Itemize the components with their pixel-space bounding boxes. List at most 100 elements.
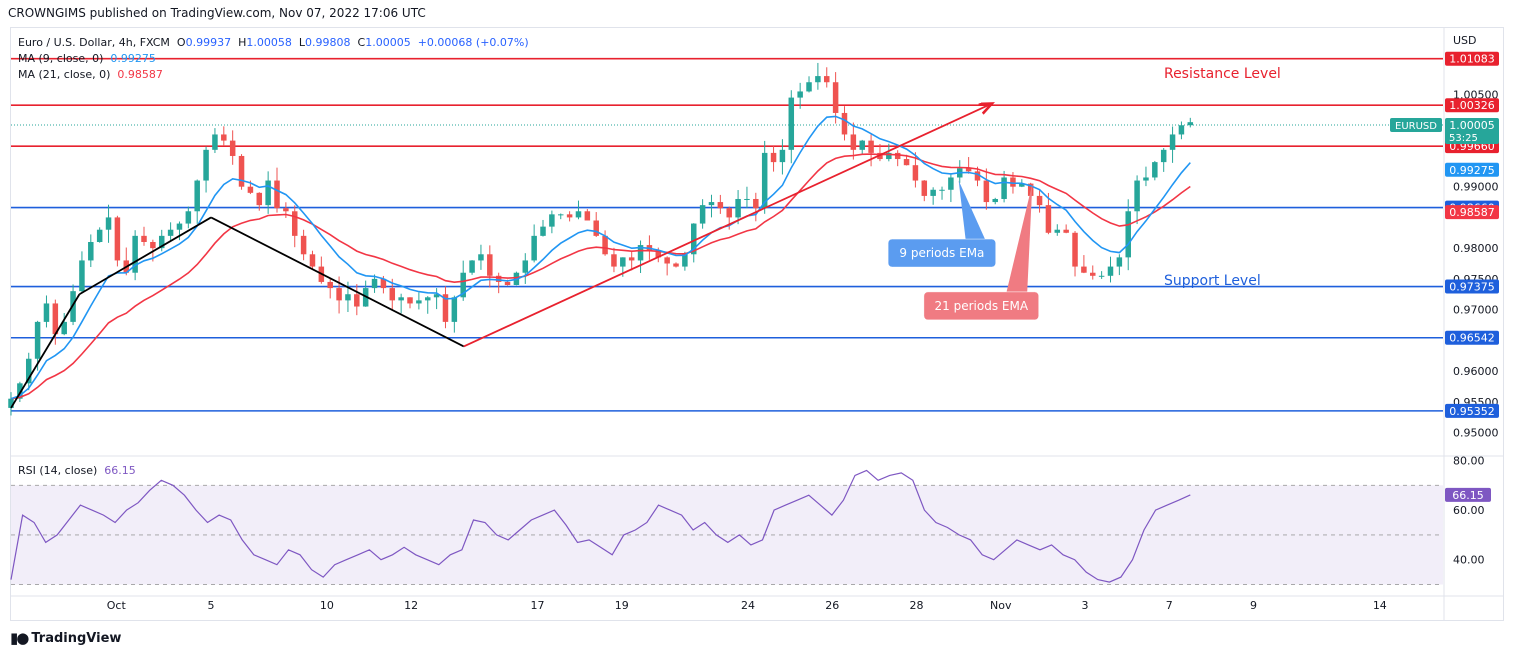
legend-open: 0.99937 [185,36,232,49]
rsi-value: 66.15 [104,464,136,477]
bull-candle [806,82,812,92]
callout-label: 9 periods EMa [899,246,984,260]
bear-candle [1072,232,1078,267]
time-tick-label: 28 [910,599,924,612]
level-tag-label: 1.01083 [1449,53,1495,66]
bear-candle [407,297,413,304]
bear-candle [1063,229,1069,233]
bull-candle [992,198,998,203]
time-tick-label: 26 [825,599,839,612]
bull-candle [17,383,23,399]
black-trendline [10,293,81,409]
bear-candle [221,134,227,141]
ema9-price-tag [1445,162,1499,177]
bull-candle [88,242,94,261]
time-tick-label: 24 [741,599,755,612]
bull-candle [1178,125,1185,135]
bull-candle [620,257,626,267]
ma21-legend[interactable]: MA (21, close, 0) 0.98587 [18,68,163,81]
bear-candle [52,303,59,335]
bear-candle [238,155,245,187]
ma9-legend[interactable]: MA (9, close, 0) 0.99275 [18,52,156,65]
bull-candle [939,189,945,191]
black-trendline [78,216,212,296]
bull-candle [886,152,892,160]
level-tag-label: 0.96542 [1449,332,1495,345]
bull-candle [948,177,954,190]
bear-candle [300,235,307,255]
bull-candle [788,97,795,150]
level-tag-label: 1.00326 [1449,99,1495,112]
legend-low: 0.99808 [305,36,351,49]
bear-candle [1090,272,1096,276]
bull-candle [79,260,85,292]
symbol-legend: Euro / U.S. Dollar, 4h, FXCM O0.99937 H1… [18,36,529,49]
bull-candle [779,149,786,163]
ema9-price-tag-label: 0.99275 [1449,164,1495,177]
bear-candle [354,294,360,307]
legend-symbol[interactable]: Euro / U.S. Dollar, 4h, FXCM [18,36,170,49]
bear-candle [1036,195,1043,206]
bull-candle [531,235,537,261]
bull-candle [158,235,165,249]
callout-label: 21 periods EMA [935,299,1029,313]
bull-candle [815,76,821,83]
callout-box [887,238,996,268]
bull-candle [176,223,183,230]
bull-candle [25,358,32,384]
legend-low-label: L [298,36,306,49]
bear-candle [274,180,280,209]
bear-candle [141,235,147,242]
bull-candle [744,198,750,200]
bull-candle [478,254,484,261]
bear-candle [442,294,449,322]
bull-candle [699,205,706,224]
current-price-tag-label: 1.00005 [1449,119,1495,132]
bear-candle [1045,205,1052,233]
bear-candle [504,281,511,286]
bull-candle [930,189,936,196]
bear-candle [566,214,573,218]
bear-candle [495,275,502,282]
bear-candle [256,192,263,206]
legend-open-label: O [176,36,186,49]
bear-candle [150,242,156,249]
rsi-legend[interactable]: RSI (14, close) 66.15 [18,464,136,477]
bear-candle [824,76,830,83]
ema21-price-tag-label: 0.98587 [1449,206,1495,219]
bull-candle [8,398,14,408]
bull-candle [1019,183,1025,187]
ma21-label: MA (21, close, 0) [18,68,111,81]
bear-candle [336,288,342,301]
symbol-tag-label: EURUSD [1395,121,1437,132]
bull-candle [460,272,466,298]
bull-candle [398,297,404,301]
bear-candle [983,180,990,203]
rsi-tick-label: 60.00 [1453,504,1485,517]
symbol-tag [1390,117,1442,132]
bull-candle [1152,162,1158,178]
tradingview-branding[interactable]: ▮● TradingView [10,629,121,647]
callout-pointer [1006,183,1033,292]
bull-candle [451,297,458,322]
bear-candle [841,112,848,135]
bull-candle [61,321,67,335]
bull-candle [1054,229,1061,233]
bull-candle [416,300,422,304]
bull-candle [43,303,50,322]
time-tick-label: 5 [208,599,215,612]
level-tag [1445,279,1499,294]
candles-group [8,62,1194,416]
bear-candle [593,220,599,236]
bear-candle [965,168,972,172]
legend-high-label: H [238,36,247,49]
ma9-label: MA (9, close, 0) [18,52,104,65]
bear-candle [611,254,617,267]
bull-candle [735,198,741,218]
bull-candle [522,260,529,273]
legend-change: +0.00068 (+0.07%) [417,36,529,49]
level-tag [1445,51,1499,66]
ema21-price-tag [1445,205,1499,220]
bear-candle [770,152,777,163]
